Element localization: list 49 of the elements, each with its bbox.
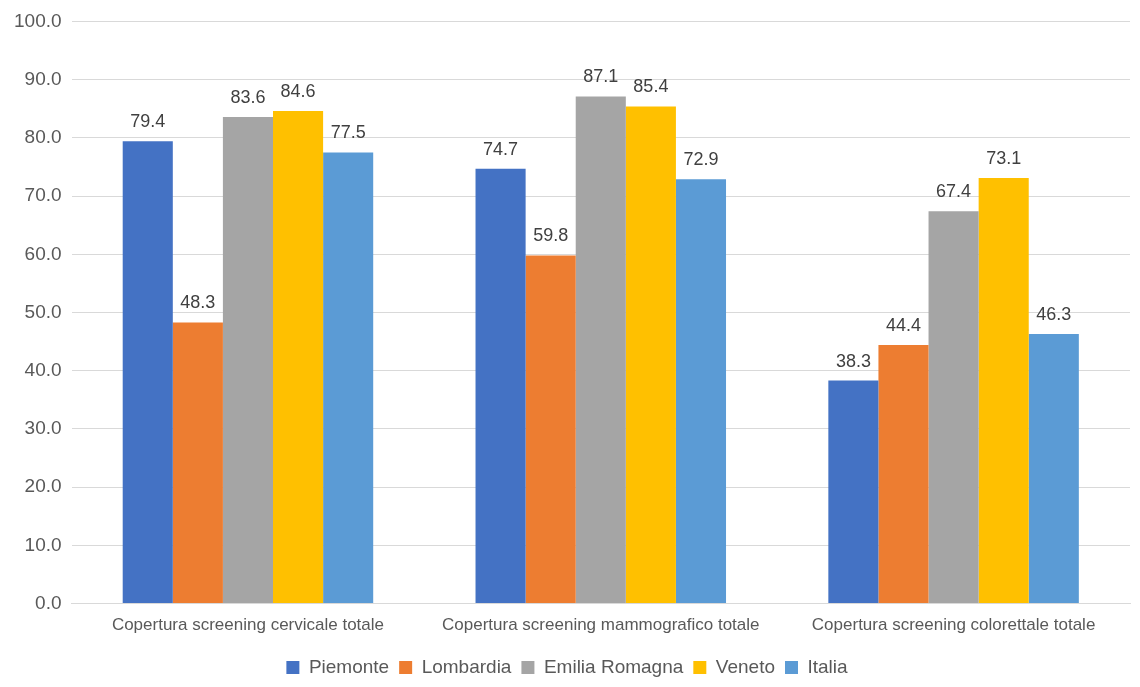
x-tick-label: Copertura screening colorettale totale <box>811 615 1096 635</box>
data-label: 44.4 <box>885 315 922 336</box>
data-label: 87.1 <box>583 66 619 87</box>
data-label: 77.5 <box>330 122 366 143</box>
bar <box>575 96 626 604</box>
y-tick-label: 40.0 <box>24 358 62 380</box>
legend-label: Lombardia <box>421 655 512 677</box>
bar <box>273 111 324 604</box>
legend-label: Emilia Romagna <box>543 655 684 677</box>
bar <box>172 322 223 604</box>
y-tick-label: 0.0 <box>35 591 62 613</box>
bar <box>475 168 526 604</box>
y-tick-label: 80.0 <box>24 126 62 148</box>
bar <box>928 211 979 604</box>
bar <box>1028 334 1079 604</box>
legend-label: Italia <box>807 655 849 677</box>
data-label: 84.6 <box>280 81 316 102</box>
bar <box>122 141 173 604</box>
y-tick-label: 50.0 <box>24 300 62 322</box>
data-label: 38.3 <box>835 350 871 371</box>
bar <box>323 152 374 604</box>
y-tick-label: 30.0 <box>24 417 62 439</box>
data-label: 83.6 <box>230 86 266 107</box>
bar <box>675 179 727 604</box>
bar <box>525 255 576 604</box>
data-label: 72.9 <box>683 149 719 170</box>
data-label: 67.4 <box>936 181 972 202</box>
x-tick-label: Copertura screening cervicale totale <box>111 615 385 635</box>
legend-label: Piemonte <box>308 655 390 677</box>
data-label: 74.7 <box>483 138 519 159</box>
bar <box>828 380 879 604</box>
data-label: 85.4 <box>633 76 669 97</box>
x-tick-label: Copertura screening mammografico totale <box>442 615 760 635</box>
data-label: 59.8 <box>533 225 569 246</box>
bar <box>222 116 274 604</box>
y-tick-label: 10.0 <box>24 533 62 555</box>
y-tick-label: 60.0 <box>24 242 62 264</box>
data-label: 48.3 <box>180 292 216 313</box>
bar <box>878 345 929 604</box>
data-label: 73.1 <box>986 147 1022 168</box>
legend-label: Veneto <box>715 655 775 677</box>
y-tick-label: 70.0 <box>24 184 62 206</box>
data-label: 79.4 <box>130 111 166 132</box>
data-label: 46.3 <box>1036 304 1072 325</box>
y-tick-label: 90.0 <box>24 67 62 89</box>
bar <box>625 106 676 604</box>
bar <box>978 178 1029 604</box>
y-tick-label: 20.0 <box>24 475 62 497</box>
y-tick-label: 100.0 <box>14 9 62 31</box>
